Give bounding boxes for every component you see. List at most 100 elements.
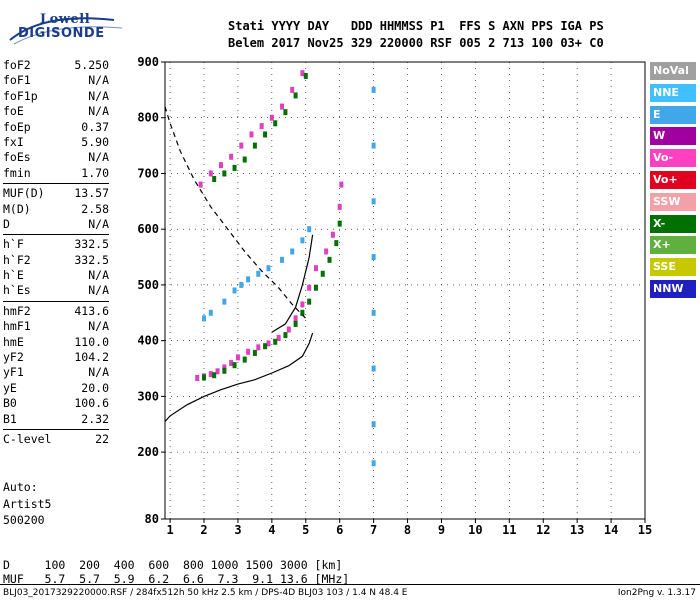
trace-point <box>290 248 295 255</box>
trace-point <box>249 131 254 138</box>
trace-point <box>208 309 213 316</box>
trace-point <box>371 142 376 149</box>
trace-point <box>215 368 220 375</box>
panel-separator <box>3 428 109 430</box>
param-name: B0 <box>3 396 17 411</box>
param-row: C-level 22 <box>3 432 109 447</box>
y-tick-label: 500 <box>137 278 159 292</box>
trace-point <box>337 203 342 210</box>
trace-point <box>229 359 234 366</box>
trace-point <box>239 281 244 288</box>
trace-point <box>337 220 342 227</box>
trace-point <box>208 170 213 177</box>
param-value: 332.5 <box>74 252 109 267</box>
param-name: h`F <box>3 237 24 252</box>
trace-point <box>232 287 237 294</box>
param-name: foF1 <box>3 73 31 88</box>
logo-line2: DIGISONDE <box>18 26 105 41</box>
param-row: D N/A <box>3 217 109 232</box>
y-tick-label: 200 <box>137 445 159 459</box>
param-row: h`F 332.5 <box>3 237 109 252</box>
y-tick-label: 80 <box>145 512 159 526</box>
trace-point <box>246 276 251 283</box>
param-name: h`E <box>3 268 24 283</box>
trace-point <box>273 338 278 345</box>
param-name: foE <box>3 104 24 119</box>
legend-item: NNW <box>650 279 696 298</box>
trace-point <box>266 340 271 347</box>
param-row: B1 2.32 <box>3 412 109 427</box>
trace-point <box>371 254 376 261</box>
trace-point <box>371 309 376 316</box>
trace-point <box>303 72 308 79</box>
param-row: foF2 5.250 <box>3 58 109 73</box>
footer-divider <box>0 584 700 585</box>
param-row: foF1p N/A <box>3 89 109 104</box>
param-value: 2.58 <box>81 201 109 216</box>
trace-point <box>263 343 268 350</box>
trace-point <box>273 120 278 127</box>
trace-point <box>371 365 376 372</box>
trace-point <box>218 162 223 169</box>
polarization-legend: NoVal NNE E W Vo- Vo+ SSW X- X+ SSE NNW <box>650 62 696 302</box>
param-value: 0.37 <box>81 119 109 134</box>
profile-curve <box>271 234 314 333</box>
trace-point <box>242 356 247 363</box>
param-row: MUF(D) 13.57 <box>3 186 109 201</box>
param-name: yF2 <box>3 350 24 365</box>
trace-point <box>293 92 298 99</box>
param-name: MUF(D) <box>3 186 45 201</box>
param-row: yF1 N/A <box>3 365 109 380</box>
param-name: hmF1 <box>3 319 31 334</box>
param-value: 22 <box>95 431 109 446</box>
x-tick-label: 5 <box>302 523 309 537</box>
param-value: N/A <box>88 319 109 334</box>
param-name: h`Es <box>3 283 31 298</box>
param-value: 5.90 <box>81 134 109 149</box>
trace-point <box>371 460 376 467</box>
x-tick-label: 13 <box>570 523 584 537</box>
trace-point <box>307 226 312 233</box>
param-name: foF2 <box>3 58 31 72</box>
trace-point <box>269 114 274 121</box>
trace-point <box>280 256 285 263</box>
distance-row: D 100 200 400 600 800 1000 1500 3000 [km… <box>3 558 343 572</box>
trace-point <box>276 334 281 341</box>
x-tick-label: 8 <box>404 523 411 537</box>
y-tick-label: 600 <box>137 222 159 236</box>
x-tick-label: 7 <box>370 523 377 537</box>
param-name: B1 <box>3 411 17 426</box>
logo-swoosh-icon <box>9 17 123 45</box>
x-tick-label: 4 <box>268 523 275 537</box>
trace-point <box>280 103 285 110</box>
legend-item: SSE <box>650 258 696 277</box>
x-tick-label: 9 <box>438 523 445 537</box>
param-value: N/A <box>88 216 109 231</box>
trace-point <box>256 344 261 351</box>
auto-version: 500200 <box>3 513 45 527</box>
logo-line1: Lowell <box>40 12 91 27</box>
param-value: N/A <box>88 88 109 103</box>
param-value: N/A <box>88 268 109 283</box>
param-row: fxI 5.90 <box>3 135 109 150</box>
param-value: 100.6 <box>74 396 109 411</box>
param-value: N/A <box>88 150 109 165</box>
legend-item: X- <box>650 214 696 233</box>
trace-point <box>202 374 207 381</box>
header-line-values: Belem 2017 Nov25 329 220000 RSF 005 2 71… <box>228 36 604 50</box>
trace-point <box>300 301 305 308</box>
param-row: M(D) 2.58 <box>3 202 109 217</box>
legend-item: E <box>650 105 696 124</box>
param-name: h`F2 <box>3 252 31 267</box>
param-row: yE 20.0 <box>3 381 109 396</box>
file-info: BLJ03_2017329220000.RSF / 284fx512h 50 k… <box>3 588 408 598</box>
trace-point <box>198 181 203 188</box>
trace-point <box>232 362 237 369</box>
trace-point <box>334 240 339 247</box>
trace-point <box>324 248 329 255</box>
program-version: Ion2Png v. 1.3.17 <box>617 588 696 598</box>
trace-point <box>252 349 257 356</box>
param-row: foEs N/A <box>3 150 109 165</box>
param-row: hmE 110.0 <box>3 335 109 350</box>
